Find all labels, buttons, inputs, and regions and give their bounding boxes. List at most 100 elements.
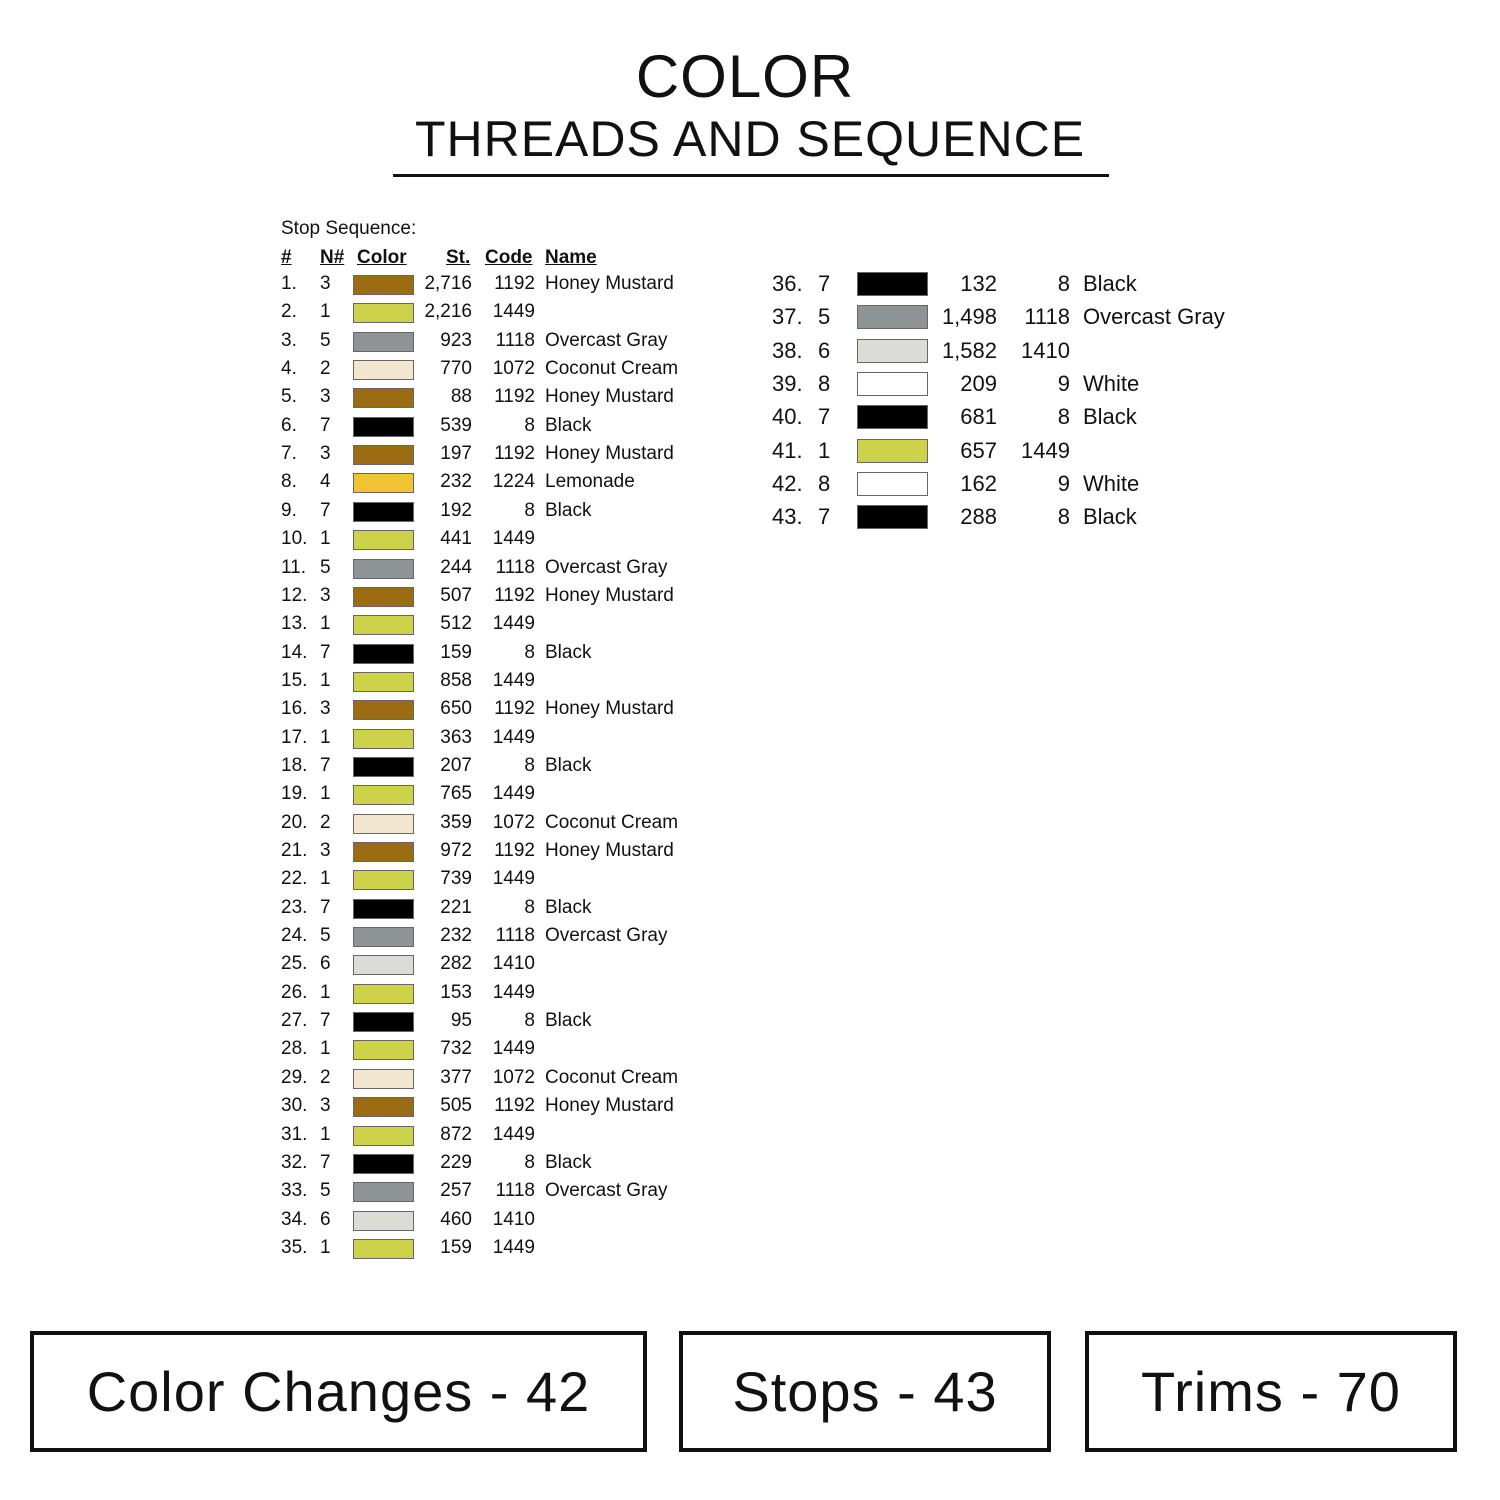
color-changes-text: Color Changes - 42 (86, 1360, 591, 1423)
stitch-count: 377 (440, 1066, 472, 1088)
thread-name: Black (545, 1010, 592, 1032)
needle-number: 7 (818, 404, 831, 430)
stop-number: 29. (281, 1066, 308, 1088)
table-row: 32. 7 229 8 Black (0, 1152, 1500, 1180)
needle-number: 1 (320, 669, 331, 691)
stitch-count: 363 (440, 726, 472, 748)
stitch-count: 153 (440, 981, 472, 1003)
table-row: 14. 7 159 8 Black (0, 642, 1500, 670)
thread-code: 9 (1057, 370, 1070, 396)
table-row: 22. 1 739 1449 (0, 868, 1500, 896)
stop-number: 21. (281, 840, 308, 861)
color-swatch (353, 983, 414, 1004)
subtitle: THREADS AND SEQUENCE (414, 111, 1086, 167)
stitch-count: 1,498 (941, 304, 997, 330)
stop-number: 16. (281, 698, 308, 720)
thread-name: Black (545, 499, 592, 521)
thread-code: 1449 (492, 783, 535, 805)
table-row: 41. 1 657 1449 (0, 438, 1500, 466)
table-row: 27. 7 95 8 Black (0, 1010, 1500, 1038)
color-swatch (857, 338, 928, 363)
stop-number: 9. (281, 499, 297, 521)
thread-name: Black (1083, 404, 1137, 430)
stitch-count: 2,216 (424, 301, 472, 323)
table-row: 24. 5 232 1118 Overcast Gray (0, 925, 1500, 953)
thread-code: 1192 (494, 840, 535, 861)
color-changes-box: Color Changes - 42 (30, 1331, 647, 1452)
trims-text: Trims - 70 (1141, 1360, 1401, 1423)
thread-code: 8 (524, 414, 535, 436)
thread-code: 1449 (492, 1123, 535, 1145)
stop-number: 34. (281, 1208, 308, 1230)
thread-code: 1410 (492, 953, 535, 975)
thread-name: Honey Mustard (545, 584, 674, 606)
needle-number: 7 (320, 499, 331, 521)
stitch-count: 732 (440, 1038, 472, 1060)
thread-code: 1410 (1021, 337, 1070, 363)
table-row: 12. 3 507 1192 Honey Mustard (0, 585, 1500, 613)
thread-name: Honey Mustard (545, 443, 674, 465)
stop-number: 24. (281, 925, 308, 947)
needle-number: 2 (320, 1066, 331, 1088)
needle-number: 5 (818, 304, 831, 330)
table-row: 31. 1 872 1449 (0, 1124, 1500, 1152)
stitch-count: 207 (440, 754, 472, 776)
thread-name: Black (1083, 504, 1137, 530)
thread-name: Overcast Gray (545, 1180, 668, 1202)
thread-code: 8 (524, 641, 535, 663)
table-row: 13. 1 512 1449 (0, 613, 1500, 641)
table-row: 23. 7 221 8 Black (0, 897, 1500, 925)
color-swatch (353, 586, 414, 607)
stitch-count: 132 (960, 271, 997, 296)
needle-number: 1 (320, 783, 331, 805)
header-needle: N# (320, 247, 345, 268)
color-swatch (353, 898, 414, 919)
stitch-count: 288 (960, 504, 997, 530)
stop-sequence-label: Stop Sequence: (281, 218, 417, 239)
thread-code: 1449 (492, 726, 535, 748)
thread-code: 8 (1057, 404, 1070, 430)
needle-number: 2 (320, 811, 331, 833)
table-row: 21. 3 972 1192 Honey Mustard (0, 840, 1500, 868)
stop-number: 28. (281, 1038, 308, 1060)
stitch-count: 505 (440, 1095, 472, 1117)
stop-number: 35. (281, 1236, 308, 1258)
stop-number: 7. (281, 443, 297, 465)
thread-name: Black (545, 1151, 592, 1173)
color-swatch (857, 505, 928, 530)
stitch-count: 972 (440, 840, 472, 861)
stop-number: 10. (281, 528, 308, 550)
thread-code: 8 (524, 896, 535, 918)
thread-name: Honey Mustard (545, 273, 674, 294)
stop-number: 39. (772, 370, 803, 396)
thread-name: Black (545, 754, 592, 776)
stitch-count: 221 (440, 896, 472, 918)
table-row: 42. 8 162 9 White (0, 471, 1500, 499)
color-swatch (353, 416, 414, 437)
color-swatch (857, 471, 928, 496)
thread-code: 1118 (495, 1180, 535, 1202)
needle-number: 1 (320, 1236, 331, 1258)
thread-code: 1118 (495, 556, 535, 578)
needle-number: 6 (818, 337, 831, 363)
thread-code: 1192 (494, 273, 535, 294)
needle-number: 3 (320, 443, 331, 465)
stop-number: 13. (281, 613, 308, 635)
needle-number: 7 (320, 896, 331, 918)
header-stitches: St. (446, 247, 471, 268)
color-swatch (857, 272, 928, 296)
thread-name: Coconut Cream (545, 811, 679, 833)
thread-code: 1449 (492, 981, 535, 1003)
color-swatch (353, 1182, 414, 1203)
thread-name: Coconut Cream (545, 1066, 679, 1088)
table-row: 30. 3 505 1192 Honey Mustard (0, 1095, 1500, 1123)
thread-name: Coconut Cream (545, 358, 679, 380)
thread-name: Black (545, 641, 592, 663)
table-row: 2. 1 2,216 1449 (0, 301, 1500, 329)
header-color: Color (357, 247, 407, 268)
color-swatch (353, 473, 414, 494)
needle-number: 5 (320, 925, 331, 947)
stitch-count: 159 (440, 641, 472, 663)
stitch-count: 539 (440, 414, 472, 436)
thread-name: White (1083, 470, 1140, 496)
